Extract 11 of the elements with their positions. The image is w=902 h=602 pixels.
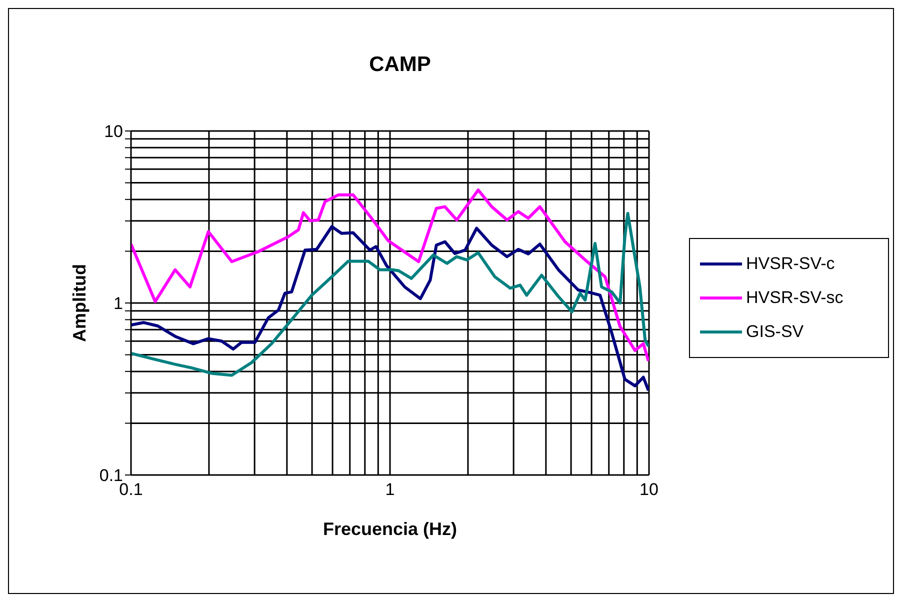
- chart-title: CAMP: [368, 53, 432, 77]
- x-tick-label: 10: [640, 480, 658, 500]
- x-tick-label: 1: [385, 480, 395, 500]
- legend-label: GIS-SV: [746, 322, 804, 342]
- y-tick-label: 10: [104, 122, 123, 142]
- legend-label: HVSR-SV-sc: [746, 288, 844, 308]
- y-axis-title: Amplitud: [69, 264, 90, 342]
- x-tick-label: 0.1: [119, 480, 143, 500]
- x-axis-title: Frecuencia (Hz): [322, 519, 458, 539]
- y-tick-label: 1: [114, 294, 123, 314]
- legend-label: HVSR-SV-c: [746, 254, 835, 274]
